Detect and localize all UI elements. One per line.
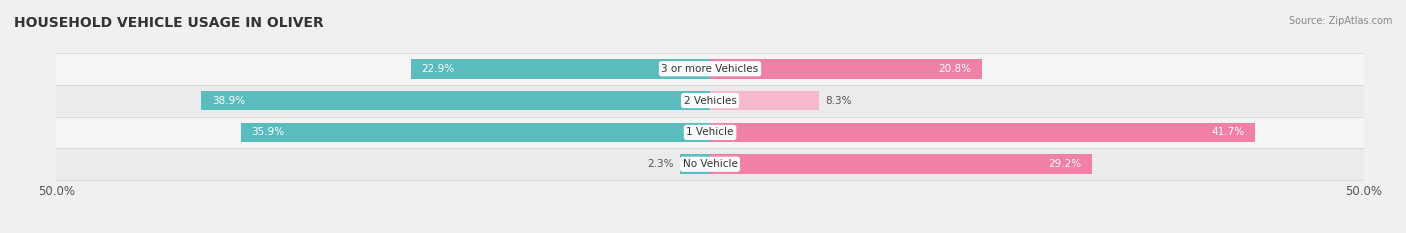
Text: 35.9%: 35.9% [252,127,284,137]
Text: 41.7%: 41.7% [1212,127,1244,137]
Bar [56,116,1364,148]
Text: 38.9%: 38.9% [212,96,245,106]
Bar [56,148,1364,180]
Text: 22.9%: 22.9% [420,64,454,74]
Bar [681,154,710,174]
Bar [411,59,710,79]
Text: 1 Vehicle: 1 Vehicle [686,127,734,137]
Text: 29.2%: 29.2% [1049,159,1081,169]
Bar [240,123,710,142]
Text: 20.8%: 20.8% [939,64,972,74]
Text: 8.3%: 8.3% [825,96,852,106]
Text: 2 Vehicles: 2 Vehicles [683,96,737,106]
Bar [710,123,1256,142]
Text: 2.3%: 2.3% [647,159,673,169]
Bar [56,53,1364,85]
Text: HOUSEHOLD VEHICLE USAGE IN OLIVER: HOUSEHOLD VEHICLE USAGE IN OLIVER [14,16,323,30]
Bar [710,154,1092,174]
Text: Source: ZipAtlas.com: Source: ZipAtlas.com [1288,16,1392,26]
Bar [710,91,818,110]
Bar [56,85,1364,116]
Text: No Vehicle: No Vehicle [682,159,738,169]
Bar [201,91,710,110]
Text: 3 or more Vehicles: 3 or more Vehicles [661,64,759,74]
Bar [710,59,981,79]
